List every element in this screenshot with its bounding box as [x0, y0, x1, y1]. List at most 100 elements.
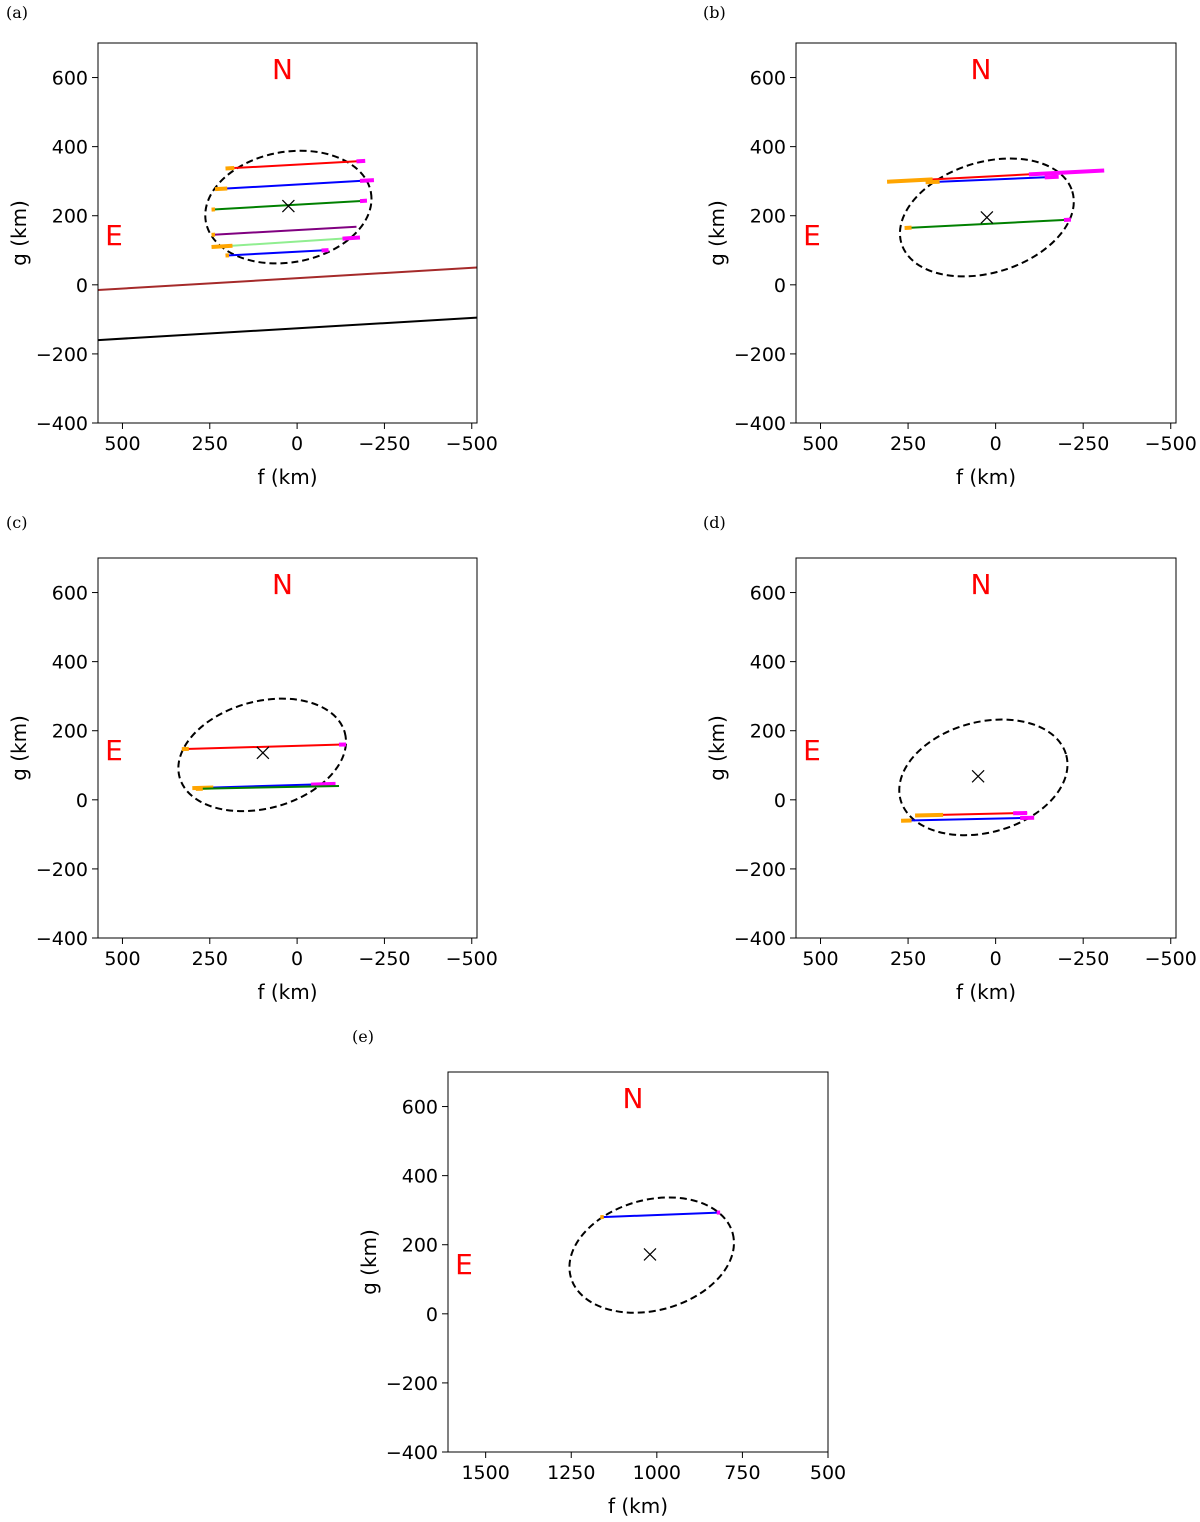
egress-error-bar [1044, 174, 1059, 180]
plot-area [886, 157, 1105, 278]
north-label: N [971, 53, 992, 86]
y-tick-label: 0 [76, 790, 88, 812]
ingress-error-bar [915, 812, 944, 818]
limb-ellipse [898, 718, 1069, 837]
limb-ellipse [204, 149, 373, 265]
chord [602, 1211, 719, 1219]
x-tick-label: −500 [1145, 433, 1197, 455]
y-axis-label: g (km) [7, 715, 31, 781]
y-tick-label: −200 [386, 1373, 438, 1395]
panel-label: (d) [703, 513, 726, 532]
chord [234, 160, 361, 170]
panel-label: (e) [352, 1027, 374, 1046]
y-tick-label: −400 [734, 928, 786, 950]
reference-line [98, 266, 477, 291]
x-axis-label: f (km) [257, 980, 317, 1004]
chord [213, 199, 364, 211]
y-tick-label: 400 [402, 1166, 438, 1188]
center-marker [971, 769, 985, 783]
y-tick-label: 600 [750, 68, 786, 90]
x-tick-label: −250 [1057, 433, 1109, 455]
east-label: E [105, 734, 123, 767]
ingress-error-bar [214, 186, 228, 192]
east-label: E [105, 219, 123, 252]
x-tick-label: 500 [104, 433, 140, 455]
chord [908, 816, 1031, 822]
x-tick-label: 250 [890, 948, 926, 970]
plot-frame [97, 557, 478, 939]
chord [199, 785, 340, 790]
north-label: N [971, 568, 992, 601]
y-tick-label: −200 [734, 344, 786, 366]
center-marker-stroke [256, 746, 270, 760]
plot-frame [447, 1071, 829, 1453]
y-tick-label: 0 [426, 1304, 438, 1326]
panel-label: (a) [6, 3, 28, 22]
x-tick-label: −250 [1057, 948, 1109, 970]
egress-error-bar [311, 781, 336, 787]
x-tick-label: 750 [724, 1462, 760, 1484]
center-marker [281, 199, 295, 213]
y-tick-label: 600 [750, 583, 786, 605]
panel-b: (b) N E 500 250 0 −250 −500 −400 −200 0 200 400 600 f … [703, 3, 1197, 489]
east-label: E [803, 734, 821, 767]
chord [930, 173, 1031, 181]
x-tick-label: 500 [104, 948, 140, 970]
plot-area [898, 718, 1069, 837]
y-tick-label: 400 [750, 137, 786, 159]
x-tick-label: −500 [446, 948, 498, 970]
chord [227, 249, 326, 257]
panel-d: (d) N E 500 250 0 −250 −500 −400 −200 0 200 400 600 f … [703, 513, 1197, 1004]
center-marker-stroke [980, 211, 994, 224]
ingress-error-bar [886, 177, 933, 184]
y-axis-label: g (km) [357, 1229, 381, 1295]
chord [213, 225, 357, 236]
y-tick-label: 600 [52, 583, 88, 605]
y-tick-label: 200 [750, 721, 786, 743]
y-axis-label: g (km) [7, 200, 31, 266]
x-tick-label: −250 [358, 948, 410, 970]
y-tick-label: −400 [386, 1442, 438, 1464]
y-tick-label: −400 [734, 413, 786, 435]
y-tick-label: 200 [52, 206, 88, 228]
x-axis-label: f (km) [956, 465, 1016, 489]
panel-c: (c) N E 500 250 0 −250 −500 −400 −200 0 200 400 600 f … [6, 513, 498, 1004]
y-tick-label: 600 [402, 1097, 438, 1119]
y-tick-label: 200 [750, 206, 786, 228]
y-tick-label: −200 [734, 859, 786, 881]
y-tick-label: −400 [36, 928, 88, 950]
east-label: E [803, 219, 821, 252]
x-tick-label: 1500 [461, 1462, 509, 1484]
x-tick-label: 0 [291, 433, 303, 455]
center-marker [643, 1247, 657, 1261]
y-tick-label: 0 [774, 790, 786, 812]
chord [206, 783, 322, 789]
plot-frame [97, 42, 478, 424]
x-tick-label: −500 [1145, 948, 1197, 970]
panel-label: (c) [6, 513, 27, 532]
x-tick-label: 250 [890, 433, 926, 455]
east-label: E [455, 1248, 473, 1281]
y-tick-label: 400 [52, 137, 88, 159]
x-tick-label: 500 [810, 1462, 846, 1484]
x-tick-label: 0 [990, 433, 1002, 455]
panel-e: (e) N E 1500 1250 1000 750 500 −400 −200 0 200 400 60… [352, 1027, 846, 1518]
x-axis-label: f (km) [257, 465, 317, 489]
chord [936, 176, 1052, 183]
center-marker [256, 746, 270, 760]
limb-ellipse [568, 1196, 735, 1314]
x-tick-label: 500 [802, 948, 838, 970]
y-axis-label: g (km) [705, 715, 729, 781]
y-tick-label: 600 [52, 68, 88, 90]
egress-error-bar [359, 178, 375, 183]
egress-error-bar [342, 235, 361, 241]
x-axis-label: f (km) [608, 1494, 668, 1518]
chord [221, 179, 368, 190]
x-tick-label: 250 [192, 948, 228, 970]
x-tick-label: −500 [446, 433, 498, 455]
plot-area [568, 1196, 735, 1314]
chord [185, 743, 343, 751]
chord [214, 237, 350, 248]
north-label: N [272, 53, 293, 86]
